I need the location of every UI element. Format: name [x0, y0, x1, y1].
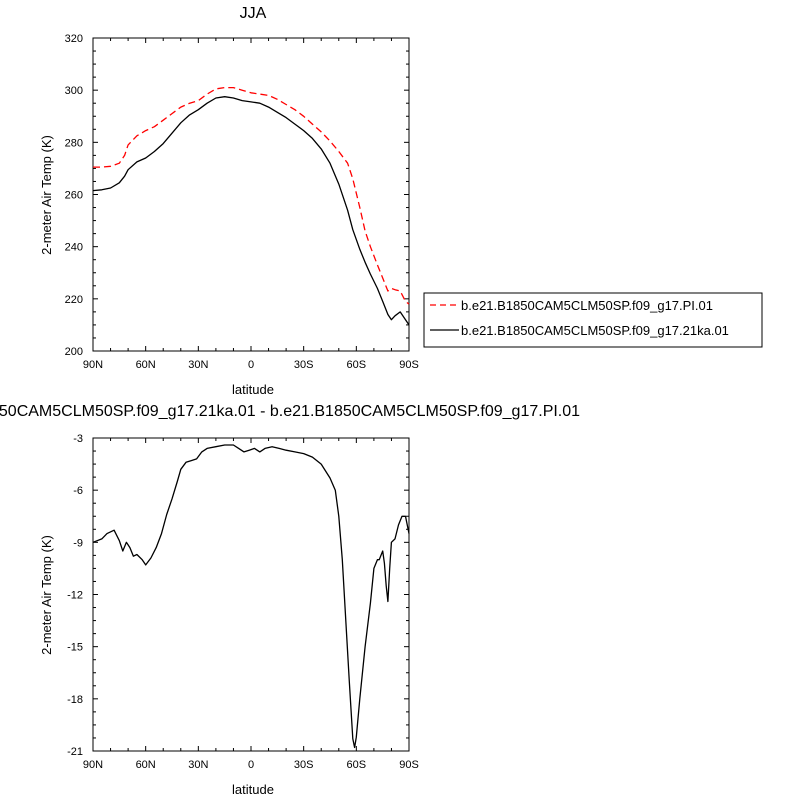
top-x-tick-label: 30N [188, 359, 208, 371]
top-axis-ticks: 90N 60N 30N 0 30S 60S 90S 200 220 240 260 280 300 320 [65, 33, 419, 371]
legend: b.e21.B1850CAM5CLM50SP.f09_g17.PI.01 b.e… [423, 292, 763, 348]
bottom-series-line-0 [92, 444, 410, 749]
top-chart-title: JJA [240, 5, 267, 22]
top-x-tick-label: 60N [136, 359, 156, 371]
bottom-plot-frame [92, 437, 410, 752]
bottom-y-axis-label: 2-meter Air Temp (K) [39, 535, 54, 655]
top-y-tick-label: 200 [65, 346, 83, 358]
legend-label-pi: b.e21.B1850CAM5CLM50SP.f09_g17.PI.01 [461, 298, 713, 313]
bottom-chart-title: b.e21.B1850CAM5CLM50SP.f09_g17.21ka.01 -… [0, 403, 580, 420]
bottom-y-tick-label: -21 [67, 746, 83, 758]
top-x-tick-label: 90N [83, 359, 103, 371]
bottom-y-tick-label: -15 [67, 642, 83, 654]
bottom-y-tick-label: -3 [73, 433, 83, 445]
bottom-x-tick-label: 90N [83, 759, 103, 771]
bottom-y-tick-label: -18 [67, 694, 83, 706]
bottom-panel: b.e21.B1850CAM5CLM50SP.f09_g17.21ka.01 -… [0, 403, 580, 797]
top-plot-frame [92, 37, 410, 352]
bottom-axis-ticks: 90N 60N 30N 0 30S 60S 90S -3 -6 -9 -12 -15 -18 -21 [67, 433, 419, 771]
bottom-x-tick-label: 0 [248, 759, 254, 771]
top-panel: JJA 90N 60N 30N 0 30S 60S 90S 200 220 240 260 280 30… [39, 5, 419, 397]
top-y-tick-label: 260 [65, 190, 83, 202]
top-x-axis-label: latitude [232, 382, 274, 397]
bottom-x-axis-label: latitude [232, 782, 274, 797]
bottom-x-tick-label: 30S [294, 759, 314, 771]
bottom-y-tick-label: -6 [73, 485, 83, 497]
top-series-line-1 [92, 96, 410, 326]
top-y-tick-label: 220 [65, 294, 83, 306]
bottom-x-tick-label: 30N [188, 759, 208, 771]
top-series-lines [92, 86, 410, 326]
top-y-tick-label: 320 [65, 33, 83, 45]
bottom-x-tick-label: 60N [136, 759, 156, 771]
bottom-x-tick-label: 60S [347, 759, 367, 771]
bottom-y-tick-label: -9 [73, 537, 83, 549]
top-y-axis-label: 2-meter Air Temp (K) [39, 135, 54, 255]
legend-label-21ka: b.e21.B1850CAM5CLM50SP.f09_g17.21ka.01 [461, 323, 729, 338]
top-y-tick-label: 240 [65, 242, 83, 254]
top-x-tick-label: 60S [347, 359, 367, 371]
bottom-y-tick-label: -12 [67, 590, 83, 602]
top-x-tick-label: 30S [294, 359, 314, 371]
bottom-x-tick-label: 90S [399, 759, 419, 771]
top-y-tick-label: 280 [65, 137, 83, 149]
top-x-tick-label: 0 [248, 359, 254, 371]
bottom-series-lines [92, 444, 410, 749]
top-x-tick-label: 90S [399, 359, 419, 371]
top-series-line-0 [93, 86, 410, 305]
legend-box [423, 292, 763, 348]
top-y-tick-label: 300 [65, 85, 83, 97]
